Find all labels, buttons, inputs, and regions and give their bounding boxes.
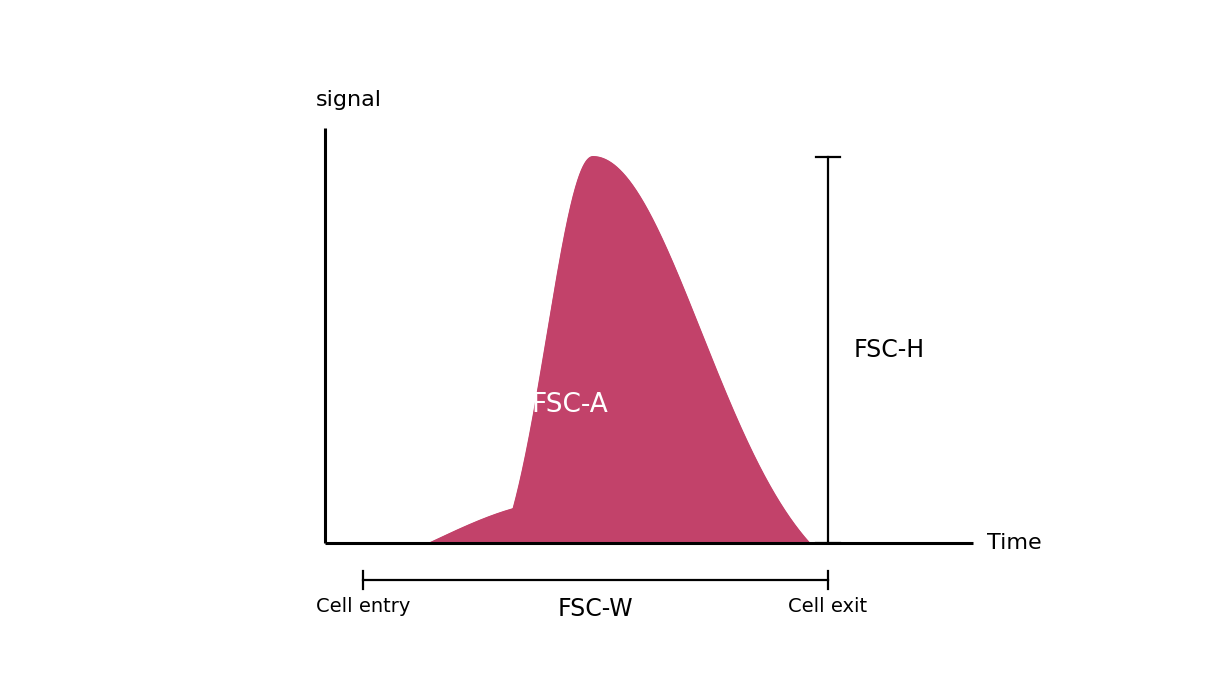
- Text: FSC-A: FSC-A: [531, 392, 608, 418]
- Text: Cell entry: Cell entry: [315, 597, 410, 616]
- Text: FSC-W: FSC-W: [558, 597, 633, 620]
- Text: Time: Time: [988, 534, 1042, 553]
- Polygon shape: [362, 157, 880, 543]
- Text: signal: signal: [316, 90, 382, 110]
- Text: FSC-H: FSC-H: [854, 338, 925, 362]
- Text: Cell exit: Cell exit: [788, 597, 868, 616]
